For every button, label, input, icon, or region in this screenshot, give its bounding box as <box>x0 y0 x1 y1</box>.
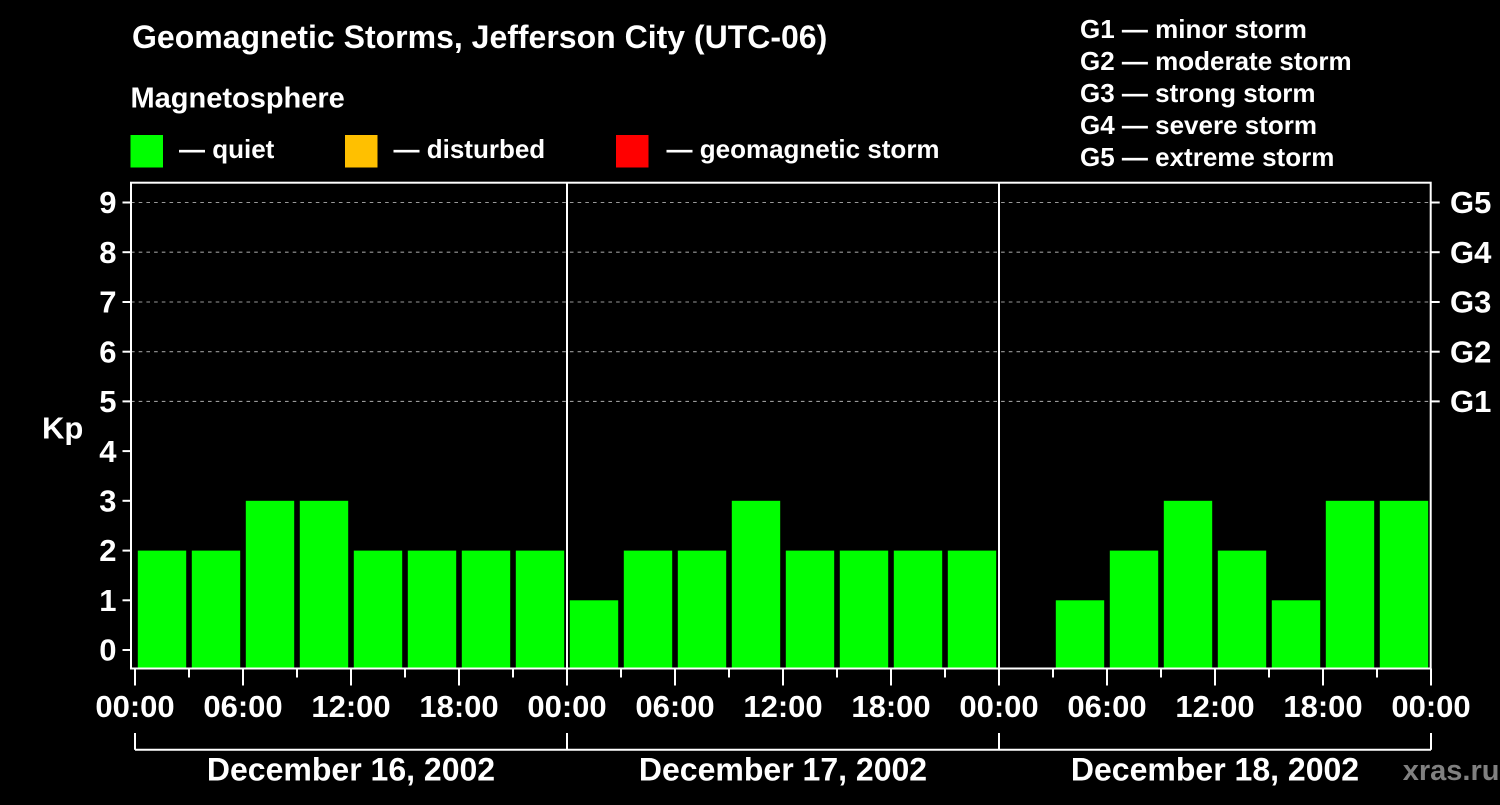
svg-text:December 16, 2002: December 16, 2002 <box>207 752 495 788</box>
svg-text:12:00: 12:00 <box>311 689 390 724</box>
svg-text:G2 — moderate storm: G2 — moderate storm <box>1080 46 1352 76</box>
svg-text:06:00: 06:00 <box>635 689 714 724</box>
svg-text:G4 — severe storm: G4 — severe storm <box>1080 110 1317 140</box>
svg-text:00:00: 00:00 <box>1391 689 1470 724</box>
svg-text:December 18, 2002: December 18, 2002 <box>1071 752 1359 788</box>
svg-text:G5 — extreme storm: G5 — extreme storm <box>1080 142 1334 172</box>
svg-text:00:00: 00:00 <box>527 689 606 724</box>
svg-text:— disturbed: — disturbed <box>394 134 546 164</box>
svg-text:8: 8 <box>99 235 116 270</box>
svg-text:18:00: 18:00 <box>851 689 930 724</box>
svg-text:December 17, 2002: December 17, 2002 <box>639 752 927 788</box>
svg-text:G3 — strong storm: G3 — strong storm <box>1080 78 1315 108</box>
svg-text:00:00: 00:00 <box>95 689 174 724</box>
svg-text:06:00: 06:00 <box>203 689 282 724</box>
svg-text:0: 0 <box>99 633 116 668</box>
svg-text:Magnetosphere: Magnetosphere <box>131 83 345 115</box>
svg-text:12:00: 12:00 <box>743 689 822 724</box>
svg-text:G3: G3 <box>1450 285 1491 320</box>
svg-text:2: 2 <box>99 533 116 568</box>
svg-text:— geomagnetic storm: — geomagnetic storm <box>667 134 940 164</box>
svg-text:06:00: 06:00 <box>1067 689 1146 724</box>
svg-text:— quiet: — quiet <box>179 134 275 164</box>
svg-text:xras.ru: xras.ru <box>1403 755 1500 787</box>
svg-text:7: 7 <box>99 285 116 320</box>
svg-text:5: 5 <box>99 384 116 419</box>
svg-text:12:00: 12:00 <box>1175 689 1254 724</box>
svg-text:G2: G2 <box>1450 334 1491 369</box>
svg-text:Geomagnetic Storms, Jefferson: Geomagnetic Storms, Jefferson City (UTC-… <box>132 19 827 55</box>
svg-text:18:00: 18:00 <box>1283 689 1362 724</box>
svg-text:4: 4 <box>99 434 117 469</box>
svg-text:3: 3 <box>99 484 116 519</box>
svg-text:00:00: 00:00 <box>959 689 1038 724</box>
svg-text:G5: G5 <box>1450 185 1491 220</box>
svg-text:G1: G1 <box>1450 384 1491 419</box>
svg-text:1: 1 <box>99 583 116 618</box>
svg-text:Kp: Kp <box>42 410 83 445</box>
svg-text:G1 — minor storm: G1 — minor storm <box>1080 14 1307 44</box>
svg-text:6: 6 <box>99 334 116 369</box>
svg-text:18:00: 18:00 <box>419 689 498 724</box>
svg-text:9: 9 <box>99 185 116 220</box>
svg-text:G4: G4 <box>1450 235 1492 270</box>
